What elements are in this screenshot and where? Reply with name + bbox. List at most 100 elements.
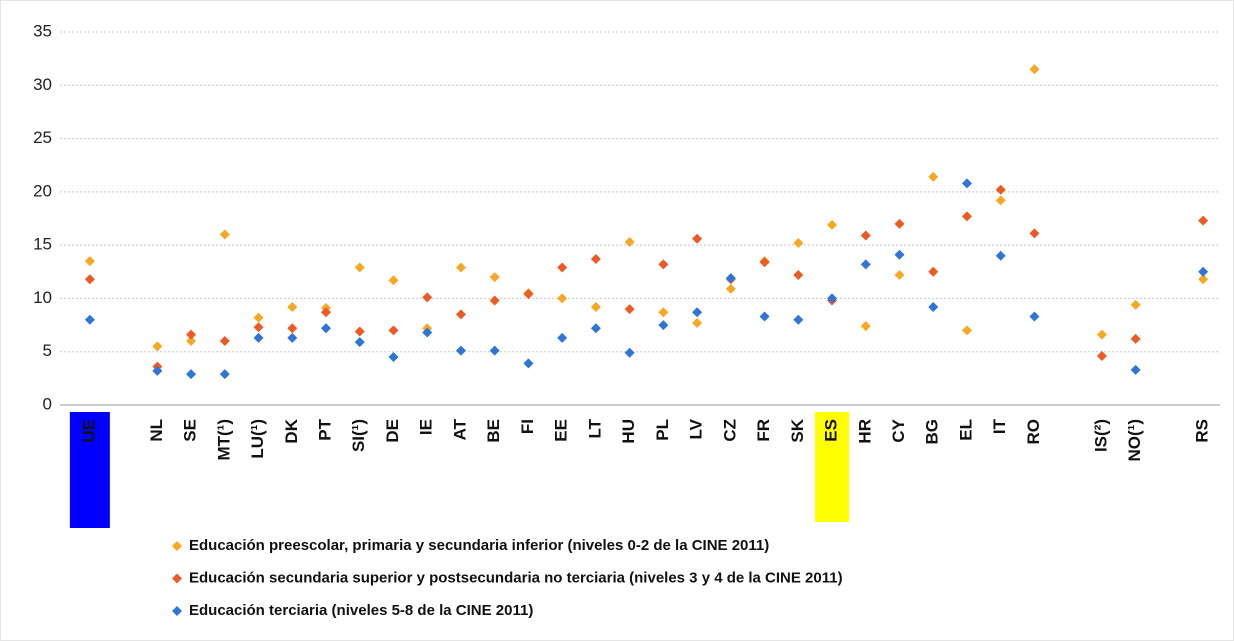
data-point [219, 229, 230, 240]
data-point [489, 272, 500, 283]
data-point [793, 314, 804, 325]
data-point [152, 365, 163, 376]
data-point [658, 307, 669, 318]
data-point [1096, 329, 1107, 340]
data-point [253, 312, 264, 323]
data-point [1130, 364, 1141, 375]
x-tick-label: LT [585, 418, 604, 438]
data-point [1029, 64, 1040, 75]
x-tick-label: RO [1024, 419, 1043, 445]
data-point [253, 332, 264, 343]
x-tick-label: UE [79, 419, 98, 443]
data-point [590, 301, 601, 312]
data-point [422, 292, 433, 303]
data-point [354, 326, 365, 337]
data-point [1029, 228, 1040, 239]
data-point [928, 171, 939, 182]
data-point [84, 274, 95, 285]
data-point [961, 178, 972, 189]
y-tick-label: 5 [43, 341, 52, 360]
data-point [523, 358, 534, 369]
data-point [186, 329, 197, 340]
x-tick-label: BE [484, 419, 503, 443]
data-point [995, 184, 1006, 195]
data-point [186, 336, 197, 347]
y-tick-label: 25 [33, 128, 52, 147]
data-point [961, 325, 972, 336]
data-point [219, 336, 230, 347]
x-tick-label: LV [687, 418, 706, 439]
data-point [995, 195, 1006, 206]
category-highlight [815, 412, 850, 522]
x-tick-label: PL [653, 419, 672, 441]
x-tick-label: AT [450, 418, 469, 440]
data-point [759, 311, 770, 322]
data-point [422, 327, 433, 338]
x-tick-label: IS(²) [1091, 419, 1110, 452]
data-point [321, 307, 332, 318]
legend-label: Educación secundaria superior y postsecu… [189, 569, 843, 586]
x-tick-label: SE [181, 419, 200, 442]
data-point [388, 352, 399, 363]
legend-label: Educación preescolar, primaria y secunda… [189, 537, 769, 554]
data-point [287, 323, 298, 334]
legend-marker [172, 606, 182, 616]
data-point [725, 283, 736, 294]
x-tick-label: CY [889, 418, 908, 442]
data-point [186, 369, 197, 380]
x-tick-label: PT [315, 418, 334, 440]
data-point [860, 259, 871, 270]
legend-marker [172, 573, 182, 584]
data-point [961, 211, 972, 222]
data-point [1198, 215, 1209, 226]
data-point [658, 320, 669, 331]
data-point [827, 219, 838, 230]
x-tick-label: EL [956, 419, 975, 441]
data-point [489, 345, 500, 356]
x-tick-label: SI(¹) [349, 419, 368, 452]
data-point [1198, 266, 1209, 277]
x-tick-label: RS [1193, 419, 1212, 443]
x-tick-label: IT [990, 418, 1009, 434]
data-point [860, 321, 871, 332]
data-point [1130, 333, 1141, 344]
data-point [84, 256, 95, 267]
data-point [287, 332, 298, 343]
data-point [253, 322, 264, 333]
y-tick-label: 15 [33, 235, 52, 254]
data-point [894, 249, 905, 260]
data-point [1130, 299, 1141, 310]
legend-marker [172, 541, 182, 551]
data-point [624, 304, 635, 315]
data-point [692, 233, 703, 244]
data-point [658, 259, 669, 270]
data-point [287, 301, 298, 312]
data-point [692, 317, 703, 328]
data-point [793, 269, 804, 280]
y-tick-label: 0 [43, 394, 52, 413]
data-point [928, 301, 939, 312]
data-point [388, 275, 399, 286]
data-point [624, 347, 635, 358]
data-point [489, 295, 500, 306]
data-point [523, 289, 534, 300]
data-point [321, 323, 332, 334]
data-point [1096, 350, 1107, 361]
data-point [759, 257, 770, 268]
x-tick-label: FR [754, 419, 773, 442]
data-point [354, 262, 365, 273]
data-point [995, 250, 1006, 261]
data-point [455, 262, 466, 273]
data-point [557, 293, 568, 304]
x-tick-label: DK [282, 418, 301, 443]
x-tick-label: LU(¹) [248, 419, 267, 459]
x-tick-label: SK [788, 418, 807, 442]
data-point [455, 309, 466, 320]
data-point [928, 266, 939, 277]
data-point [725, 273, 736, 284]
data-point [388, 325, 399, 336]
data-point [1198, 274, 1209, 285]
y-tick-label: 10 [33, 288, 52, 307]
